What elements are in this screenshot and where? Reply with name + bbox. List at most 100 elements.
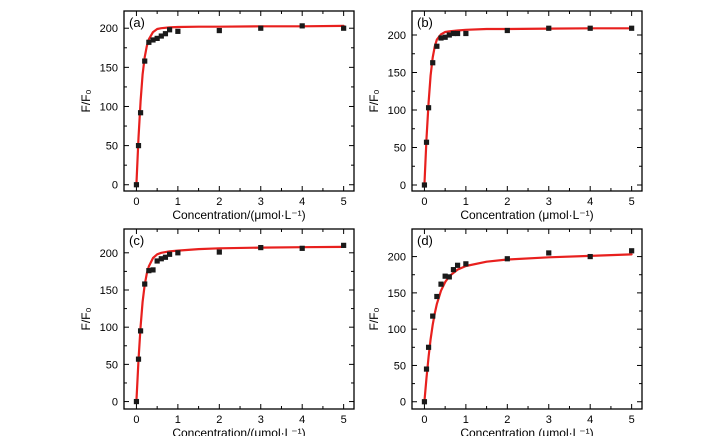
data-point [135,356,142,362]
x-tick-label: 5 [341,414,347,426]
chart-panel-3: 0 1 2 3 4 5050100150200Concentration/(μmol·L⁻… [79,228,355,436]
data-point [421,399,428,405]
data-point [146,268,152,274]
data-point [423,139,430,145]
data-point [546,25,552,31]
x-tick-label: 2 [504,414,510,426]
data-point [137,328,144,334]
y-tick-label: 50 [394,360,406,372]
x-tick-label: 3 [546,196,552,208]
data-point [258,244,264,251]
data-point [425,105,432,111]
data-point [166,251,173,257]
data-point [133,398,140,405]
data-point [162,254,169,260]
x-tick-label: 0 [421,196,427,208]
x-tick-label: 5 [341,196,347,208]
data-point [142,281,148,287]
data-point [629,248,635,254]
panel-label: (c) [129,233,144,248]
y-axis-title: F/F₀ [367,89,381,112]
y-tick-label: 200 [388,30,406,42]
data-point [434,293,440,300]
x-axis-title: Concentration (μmol·L⁻¹) [460,208,593,222]
y-axis-title: F/F₀ [367,307,381,330]
y-tick-label: 150 [388,68,406,80]
y-axis-title: F/F₀ [79,89,93,112]
data-point [463,30,469,37]
x-axis-title: Concentration/(μmol·L⁻¹) [172,208,305,222]
y-tick-label: 0 [112,180,118,192]
data-point [299,245,305,251]
chart-panel-1: 0 1 2 3 4 5050100150200Concentration/(μmol·L⁻… [79,10,355,222]
x-tick-label: 2 [504,196,510,208]
y-tick-label: 100 [100,322,118,334]
data-point [166,27,173,33]
x-tick-label: 5 [629,414,635,426]
data-point [442,273,448,279]
data-point [135,143,142,149]
data-point [175,28,181,34]
data-point [446,32,452,38]
data-point [216,249,222,255]
data-point [133,182,140,188]
x-axis-title: Concentration (μmol·L⁻¹) [460,426,593,436]
data-point [216,27,222,34]
data-point [150,37,156,43]
plot-frame [123,228,355,410]
x-tick-label: 0 [133,196,139,208]
x-tick-label: 0 [133,414,139,426]
y-tick-label: 100 [388,324,406,336]
fit-curve [423,27,633,187]
y-tick-label: 50 [394,143,406,155]
x-tick-label: 2 [216,196,222,208]
x-tick-label: 1 [463,196,469,208]
x-tick-label: 1 [175,196,181,208]
data-point [587,253,593,260]
data-point [587,25,593,31]
data-point [450,30,457,37]
data-point [438,281,444,287]
data-point [421,182,428,188]
data-point [629,25,635,31]
panel-label: (b) [417,15,433,30]
y-tick-label: 50 [106,359,118,371]
y-tick-label: 0 [400,397,406,409]
fit-curve [135,245,345,403]
panel-label: (a) [129,15,145,30]
x-tick-label: 1 [175,414,181,426]
data-point [546,250,552,256]
data-point [454,262,461,268]
y-tick-label: 200 [100,248,118,260]
data-point [430,60,436,66]
x-tick-label: 3 [546,414,552,426]
data-point [154,35,160,41]
data-point [430,313,436,319]
panel-label: (d) [417,233,433,248]
data-point [142,58,148,64]
data-point [442,34,448,40]
x-axis-title: Concentration/(μmol·L⁻¹) [172,426,305,436]
data-point [341,25,347,31]
x-tick-label: 0 [421,414,427,426]
data-point [423,366,430,372]
data-point [504,27,510,34]
y-tick-label: 100 [100,101,118,113]
x-tick-label: 4 [587,414,593,426]
data-point [425,344,432,350]
fit-curve [135,24,345,186]
data-point [299,23,305,29]
x-tick-label: 3 [258,196,264,208]
y-tick-label: 0 [400,180,406,192]
data-point [341,242,347,248]
y-tick-label: 150 [100,62,118,74]
data-point [175,250,181,256]
y-tick-label: 200 [388,252,406,264]
plot-frame [123,10,355,192]
data-point [158,256,164,262]
data-point [463,261,469,267]
